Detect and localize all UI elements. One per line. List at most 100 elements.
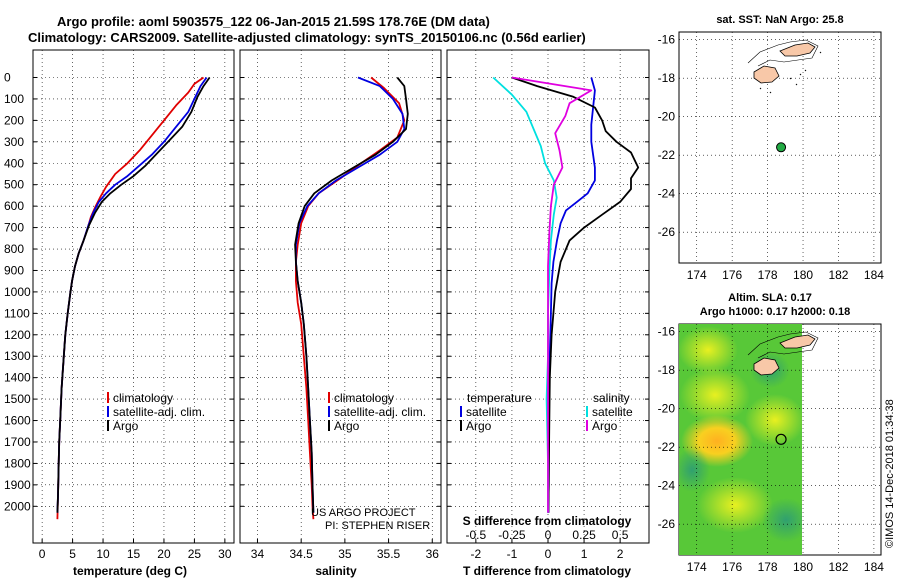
- map-y-tick-label: -24: [658, 187, 676, 201]
- map-y-tick-label: -18: [658, 71, 676, 85]
- map-y-tick-label: -16: [658, 325, 676, 339]
- y-tick-label: 300: [4, 135, 24, 149]
- s-tick-label: 0: [545, 528, 552, 542]
- map-y-tick-label: -20: [658, 110, 676, 124]
- x-tick-label: 2: [617, 547, 624, 561]
- temperature-legend: climatology satellite-adj. clim. Argo: [107, 391, 205, 433]
- y-tick-label: 1800: [4, 456, 31, 470]
- legend-argo-label: Argo: [113, 419, 139, 433]
- legend-s-title: salinity: [593, 391, 630, 405]
- y-tick-label: 1500: [4, 392, 31, 406]
- x-tick-label: 1: [581, 547, 588, 561]
- map-x-tick-label: 180: [793, 560, 813, 574]
- sst-map-title: sat. SST: NaN Argo: 25.8: [716, 14, 843, 26]
- sla-blob-y4: [697, 477, 773, 533]
- fiji-island-main: [753, 65, 780, 84]
- x-tick-label: 34: [251, 547, 265, 561]
- x-tick-label: 34.5: [289, 547, 313, 561]
- x-tick-label: 15: [127, 547, 141, 561]
- y-tick-label: 1300: [4, 349, 31, 363]
- map-x-tick-label: 184: [864, 560, 884, 574]
- y-tick-label: 200: [4, 113, 24, 127]
- x-tick-label: 35: [338, 547, 352, 561]
- legend-s-satellite-label: satellite: [592, 405, 633, 419]
- y-tick-label: 1000: [4, 285, 31, 299]
- sla-blob-g1: [762, 498, 802, 542]
- sla-map: Altim. SLA: 0.17 Argo h1000: 0.17 h2000:…: [678, 292, 882, 556]
- sla-map-grid: [679, 324, 881, 555]
- legend-t-argo-label: Argo: [466, 419, 492, 433]
- salinity-xlabel: salinity: [315, 564, 357, 578]
- map-y-tick-label: -22: [658, 148, 676, 162]
- y-tick-label: 1200: [4, 328, 31, 342]
- y-tick-label: 400: [4, 156, 24, 170]
- header-line2: Climatology: CARS2009. Satellite-adjuste…: [28, 30, 586, 45]
- map-y-tick-label: -20: [658, 402, 676, 416]
- tick-labels: 0100200300400500600700800900100011001200…: [4, 33, 884, 574]
- difference-legend: temperature salinity satellite Argo sate…: [460, 391, 633, 433]
- x-tick-label: 10: [96, 547, 110, 561]
- s-tick-label: -0.5: [466, 528, 487, 542]
- temperature-panel: climatology satellite-adj. clim. Argo te…: [32, 49, 235, 578]
- fiji-island-main: [753, 357, 780, 376]
- legend-t-satellite-label: satellite: [466, 405, 507, 419]
- legend-satellite-label: satellite-adj. clim.: [334, 405, 426, 419]
- s-difference-title: S difference from climatology: [463, 514, 632, 528]
- s-tick-label: -0.25: [498, 528, 526, 542]
- y-tick-label: 800: [4, 242, 24, 256]
- sla-blob-y3: [745, 394, 802, 446]
- float-location-marker: [776, 142, 787, 153]
- sla-map-title1: Altim. SLA: 0.17: [728, 292, 812, 304]
- series-satellite-adj-clim-: [56, 76, 208, 513]
- x-tick-label: 0: [39, 547, 46, 561]
- salinity-series: [294, 76, 409, 520]
- map-x-tick-label: 182: [828, 268, 848, 282]
- y-tick-label: 1600: [4, 414, 31, 428]
- map-x-tick-label: 178: [758, 560, 778, 574]
- x-tick-label: -1: [507, 547, 518, 561]
- y-tick-label: 1400: [4, 371, 31, 385]
- sla-map-title2: Argo h1000: 0.17 h2000: 0.18: [700, 306, 850, 318]
- map-x-tick-label: 176: [722, 268, 742, 282]
- x-tick-label: -2: [471, 547, 482, 561]
- series-climatology: [56, 76, 205, 520]
- y-tick-label: 700: [4, 221, 24, 235]
- map-x-tick-label: 182: [828, 560, 848, 574]
- series-s-argo: [511, 76, 593, 513]
- legend-climatology-label: climatology: [334, 391, 394, 405]
- map-y-tick-label: -24: [658, 479, 676, 493]
- sla-blob-g2: [679, 448, 710, 492]
- map-y-tick-label: -26: [658, 517, 676, 531]
- y-tick-label: 1700: [4, 435, 31, 449]
- salinity-grid: [240, 50, 441, 543]
- temperature-grid: [33, 50, 234, 543]
- sla-field: [679, 324, 802, 555]
- y-tick-label: 600: [4, 199, 24, 213]
- y-tick-label: 100: [4, 92, 24, 106]
- map-y-tick-label: -22: [658, 440, 676, 454]
- map-x-tick-label: 176: [722, 560, 742, 574]
- series-argo: [56, 76, 211, 513]
- legend-climatology-label: climatology: [113, 391, 173, 405]
- credit-pi: PI: STEPHEN RISER: [325, 520, 430, 532]
- series-t-argo: [511, 76, 640, 513]
- sla-map-land: [747, 331, 819, 376]
- y-tick-label: 500: [4, 178, 24, 192]
- y-tick-label: 1100: [4, 306, 30, 320]
- reef-outline: [747, 39, 819, 67]
- map-x-tick-label: 184: [864, 268, 884, 282]
- legend-argo-label: Argo: [334, 419, 360, 433]
- legend-t-title: temperature: [467, 391, 532, 405]
- map-x-tick-label: 174: [687, 268, 707, 282]
- map-y-tick-label: -26: [658, 225, 676, 239]
- sst-map-grid: [679, 32, 881, 263]
- sst-map: sat. SST: NaN Argo: 25.8: [678, 14, 882, 264]
- y-tick-label: 2000: [4, 499, 31, 513]
- temperature-xlabel: temperature (deg C): [73, 564, 187, 578]
- islets: [759, 51, 822, 94]
- reef-outline: [747, 331, 819, 359]
- temperature-series: [56, 76, 211, 520]
- x-tick-label: 35.5: [377, 547, 401, 561]
- watermark: ©IMOS 14-Dec-2018 01:34:38: [884, 399, 896, 548]
- temperature-frame: [32, 49, 235, 544]
